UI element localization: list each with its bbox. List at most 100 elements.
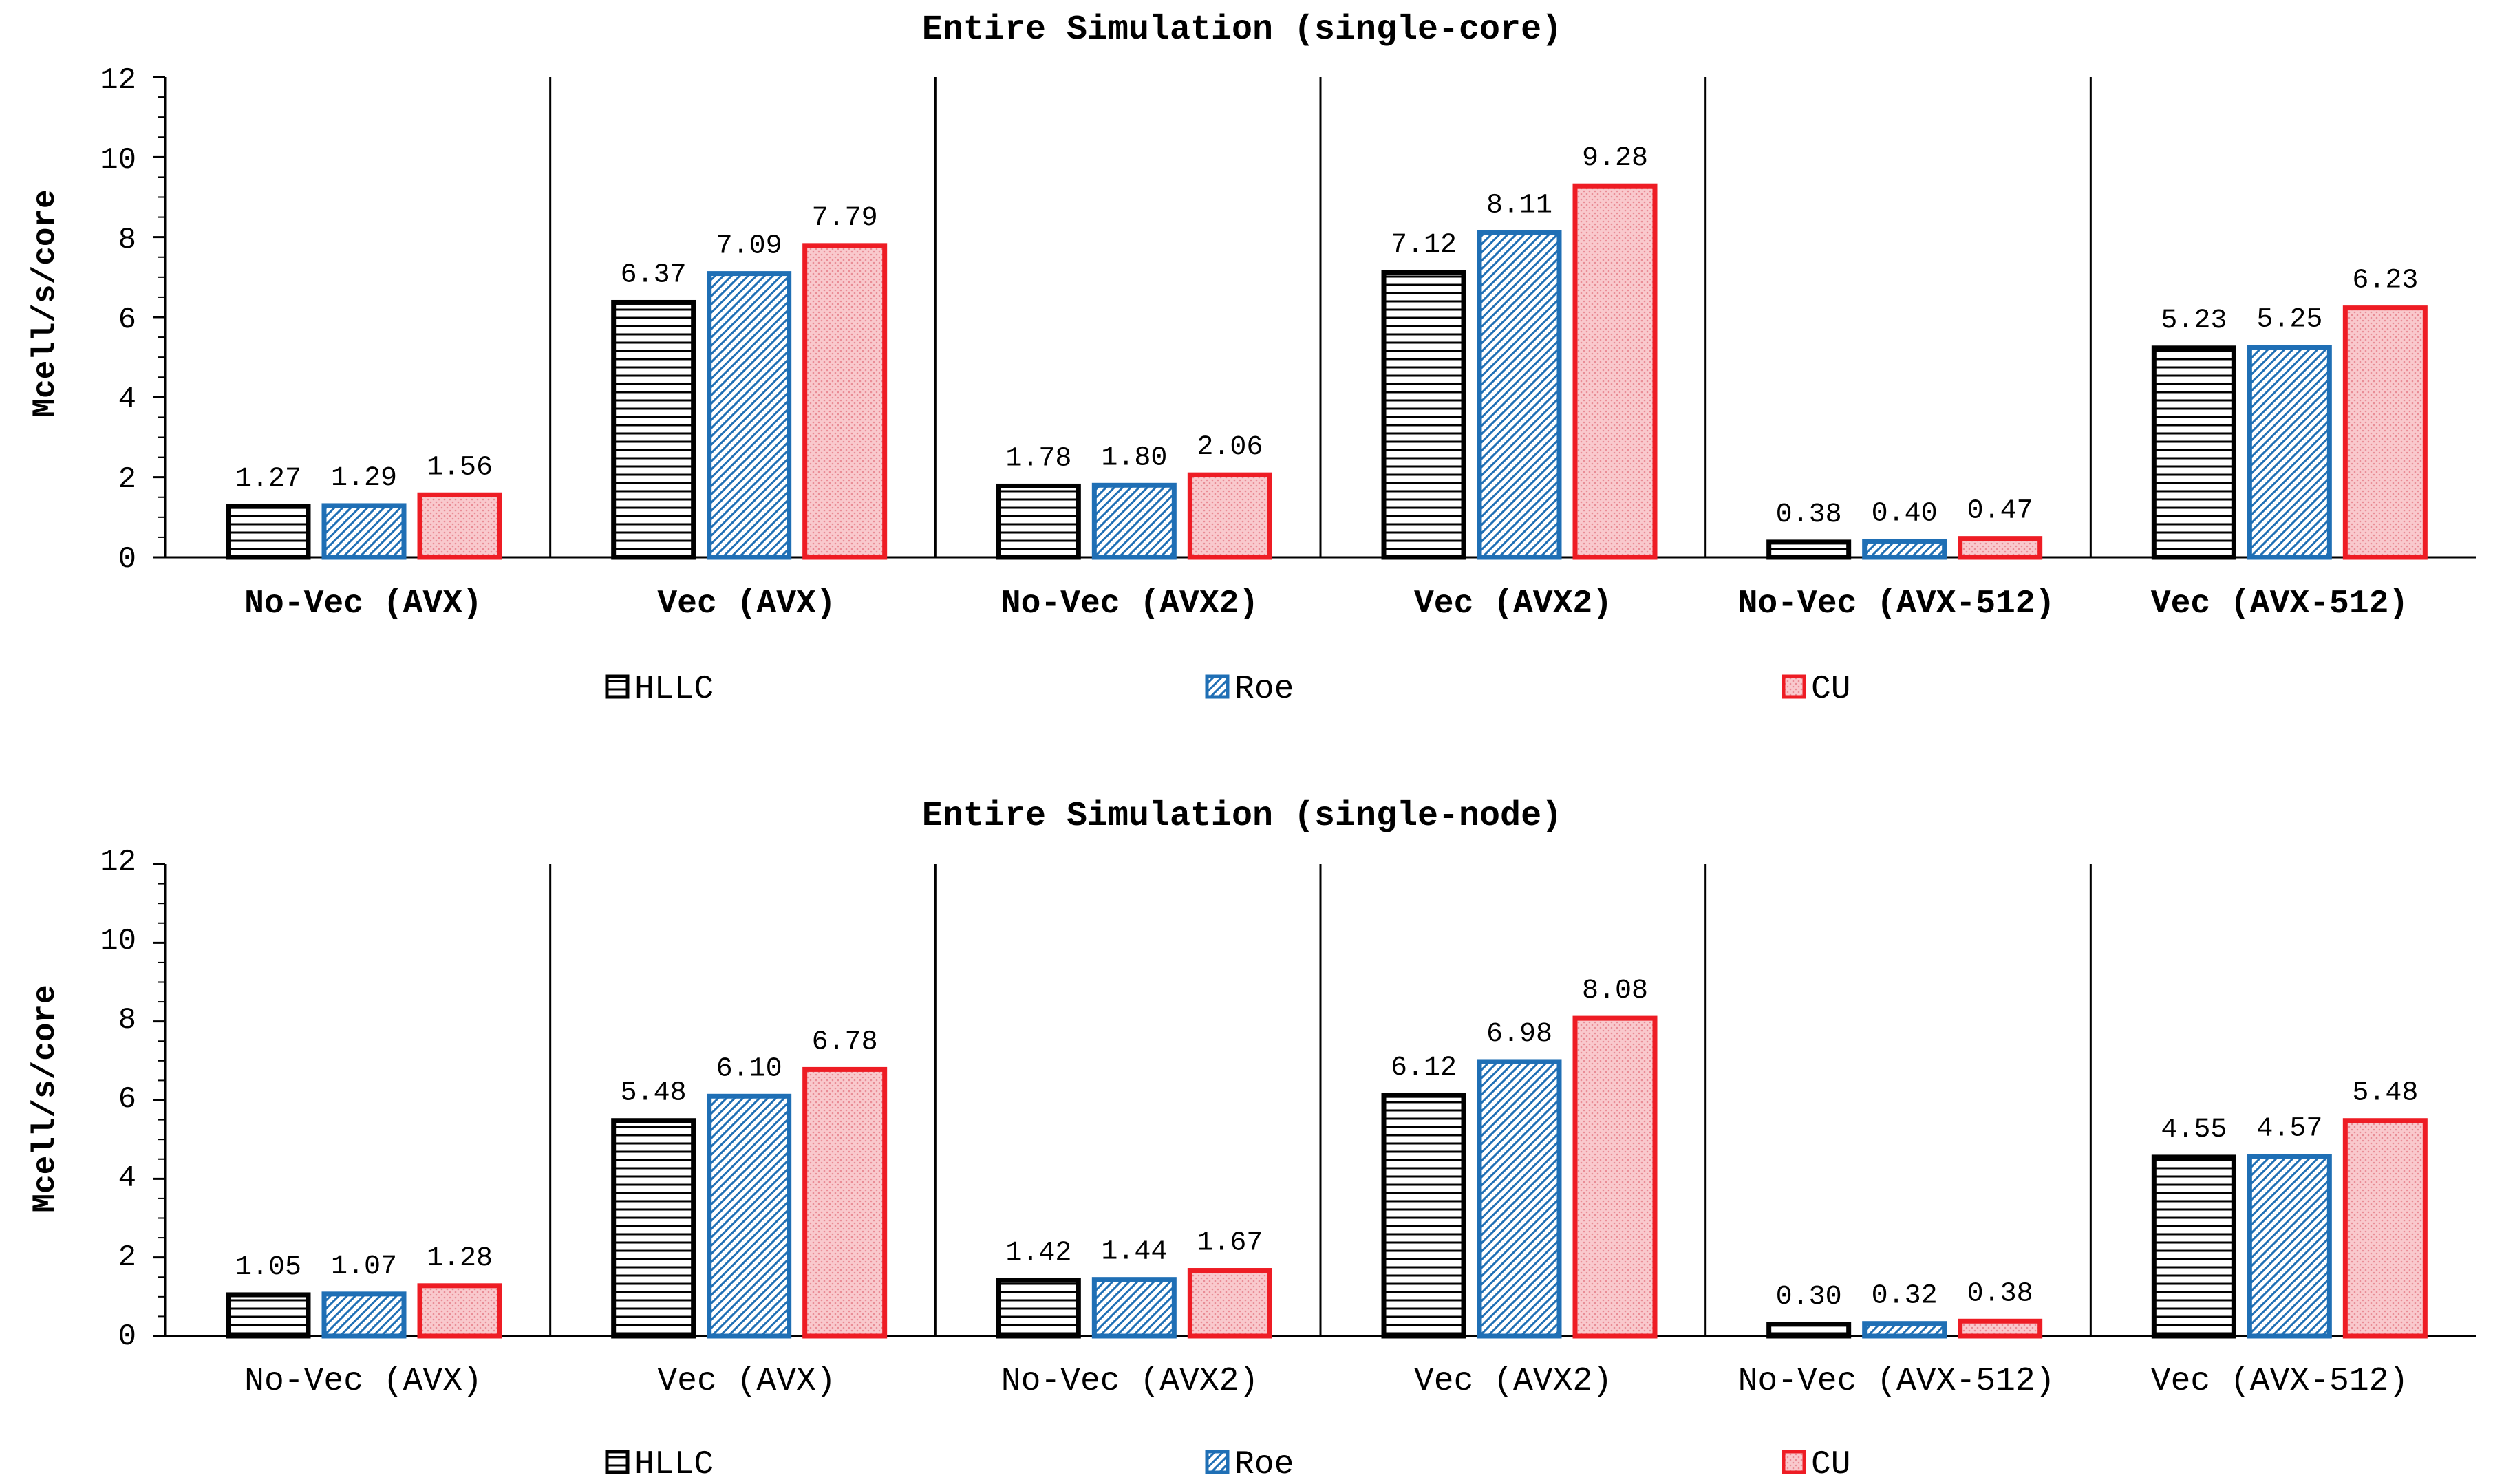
y-axis-label: Mcell/s/core	[28, 985, 63, 1212]
bar-cu	[1187, 1268, 1272, 1339]
data-label: 0.38	[1776, 499, 1842, 530]
legend-label-roe: Roe	[1234, 1446, 1294, 1483]
y-tick-label: 4	[118, 1161, 136, 1196]
data-label: 1.78	[1005, 443, 1071, 474]
data-label: 5.23	[2161, 305, 2227, 336]
bar-roe	[2247, 345, 2332, 560]
data-label: 6.10	[716, 1053, 782, 1084]
x-tick-label: No-Vec (AVX2)	[1001, 1363, 1259, 1400]
bar-hllc	[611, 299, 696, 560]
legend-label-cu: CU	[1811, 671, 1851, 708]
x-tick-label: No-Vec (AVX-512)	[1738, 1363, 2055, 1400]
bar-cu	[2342, 1118, 2428, 1339]
y-tick-label: 0	[118, 1320, 136, 1354]
x-tick-label: Vec (AVX2)	[1414, 1363, 1612, 1400]
legend-swatch-cu	[1782, 674, 1806, 699]
data-label: 9.28	[1582, 143, 1648, 174]
data-label: 2.06	[1197, 432, 1263, 463]
x-tick-label: No-Vec (AVX2)	[1001, 585, 1259, 623]
bar-hllc	[996, 483, 1081, 560]
legend-label-roe: Roe	[1234, 671, 1294, 708]
x-tick-label: Vec (AVX)	[657, 1363, 835, 1400]
data-label: 8.11	[1486, 190, 1552, 221]
y-tick-label: 6	[118, 303, 136, 337]
bar-cu	[802, 1066, 888, 1339]
x-tick-label: Vec (AVX2)	[1414, 585, 1612, 623]
data-label: 8.08	[1582, 976, 1648, 1007]
bar-roe	[1862, 1321, 1947, 1339]
data-label: 0.38	[1967, 1278, 2033, 1309]
data-label: 1.27	[235, 464, 301, 495]
x-tick-label: Vec (AVX-512)	[2151, 1363, 2408, 1400]
data-label: 1.07	[331, 1251, 397, 1282]
legend-swatch-hllc	[605, 674, 630, 699]
bar-hllc	[1381, 1093, 1466, 1339]
x-tick-labels: No-Vec (AVX) Vec (AVX) No-Vec (AVX2) Vec…	[244, 1363, 2408, 1400]
bar-roe	[707, 1093, 792, 1339]
x-tick-labels: No-Vec (AVX) Vec (AVX) No-Vec (AVX2) Vec…	[244, 585, 2408, 623]
y-tick-label: 8	[118, 1003, 136, 1037]
bar-roe	[321, 503, 407, 560]
axes	[153, 76, 2476, 559]
y-tick-label: 4	[118, 383, 136, 417]
y-tick-label: 12	[100, 63, 136, 98]
chart-panel-single-node: Entire Simulation (single-node) Mcell/s/…	[28, 797, 2476, 1483]
data-label: 7.12	[1391, 230, 1457, 261]
y-tick-label: 2	[118, 462, 136, 497]
data-labels: 1.05 1.07 1.28 5.48 6.10 6.78 1.42 1.44 …	[235, 976, 2418, 1313]
x-tick-label: Vec (AVX-512)	[2151, 585, 2408, 623]
bar-hllc	[1766, 539, 1852, 560]
axes	[153, 863, 2476, 1337]
bar-roe	[1477, 230, 1562, 560]
bar-roe	[321, 1291, 407, 1339]
data-label: 7.79	[812, 203, 878, 234]
bar-roe	[1091, 1277, 1177, 1339]
y-tick-label: 10	[100, 143, 136, 178]
x-tick-label: No-Vec (AVX-512)	[1738, 585, 2055, 623]
data-label: 6.12	[1391, 1053, 1457, 1084]
data-label: 1.67	[1197, 1228, 1263, 1259]
data-label: 4.55	[2161, 1115, 2227, 1146]
y-tick-label: 0	[118, 542, 136, 577]
y-tick-label: 12	[100, 845, 136, 879]
bar-roe	[707, 271, 792, 560]
x-tick-label: No-Vec (AVX)	[244, 1363, 482, 1400]
data-label: 6.23	[2352, 266, 2418, 297]
y-tick-label: 10	[100, 924, 136, 958]
data-label: 0.40	[1872, 499, 1938, 530]
x-tick-label: No-Vec (AVX)	[244, 585, 482, 623]
bar-roe	[1477, 1059, 1562, 1339]
legend-swatch-cu	[1782, 1450, 1806, 1474]
data-label: 0.32	[1872, 1281, 1938, 1312]
data-label: 0.30	[1776, 1282, 1842, 1313]
bar-cu	[2342, 305, 2428, 560]
bar-cu	[1572, 1015, 1658, 1339]
chart-title: Entire Simulation (single-node)	[922, 797, 1562, 836]
bar-hllc	[1766, 1322, 1852, 1339]
chart-panel-single-core: Entire Simulation (single-core) Mcell/s/…	[28, 10, 2476, 708]
legend-swatch-roe	[1205, 674, 1230, 699]
legend: HLLC Roe CU	[605, 1446, 1851, 1483]
bar-cu	[1187, 472, 1272, 560]
data-label: 6.78	[812, 1026, 878, 1057]
legend-swatch-hllc	[605, 1450, 630, 1474]
bar-roe	[1862, 539, 1947, 560]
data-label: 0.47	[1967, 496, 2033, 527]
data-label: 6.98	[1486, 1019, 1552, 1050]
data-label: 1.44	[1101, 1237, 1167, 1268]
bar-hllc	[226, 504, 311, 560]
y-tick-labels: 0 2 4 6 8 10 12	[100, 63, 136, 577]
data-label: 1.56	[427, 452, 493, 483]
y-tick-label: 6	[118, 1082, 136, 1117]
legend: HLLC Roe CU	[605, 671, 1851, 708]
legend-label-hllc: HLLC	[634, 1446, 714, 1483]
data-label: 4.57	[2256, 1114, 2322, 1145]
y-tick-labels: 0 2 4 6 8 10 12	[100, 845, 136, 1354]
data-label: 1.80	[1101, 442, 1167, 473]
data-label: 7.09	[716, 231, 782, 262]
data-label: 6.37	[621, 259, 687, 290]
data-label: 1.42	[1005, 1238, 1071, 1269]
legend-swatch-roe	[1205, 1450, 1230, 1474]
bar-roe	[2247, 1154, 2332, 1339]
bar-cu	[1572, 183, 1658, 560]
